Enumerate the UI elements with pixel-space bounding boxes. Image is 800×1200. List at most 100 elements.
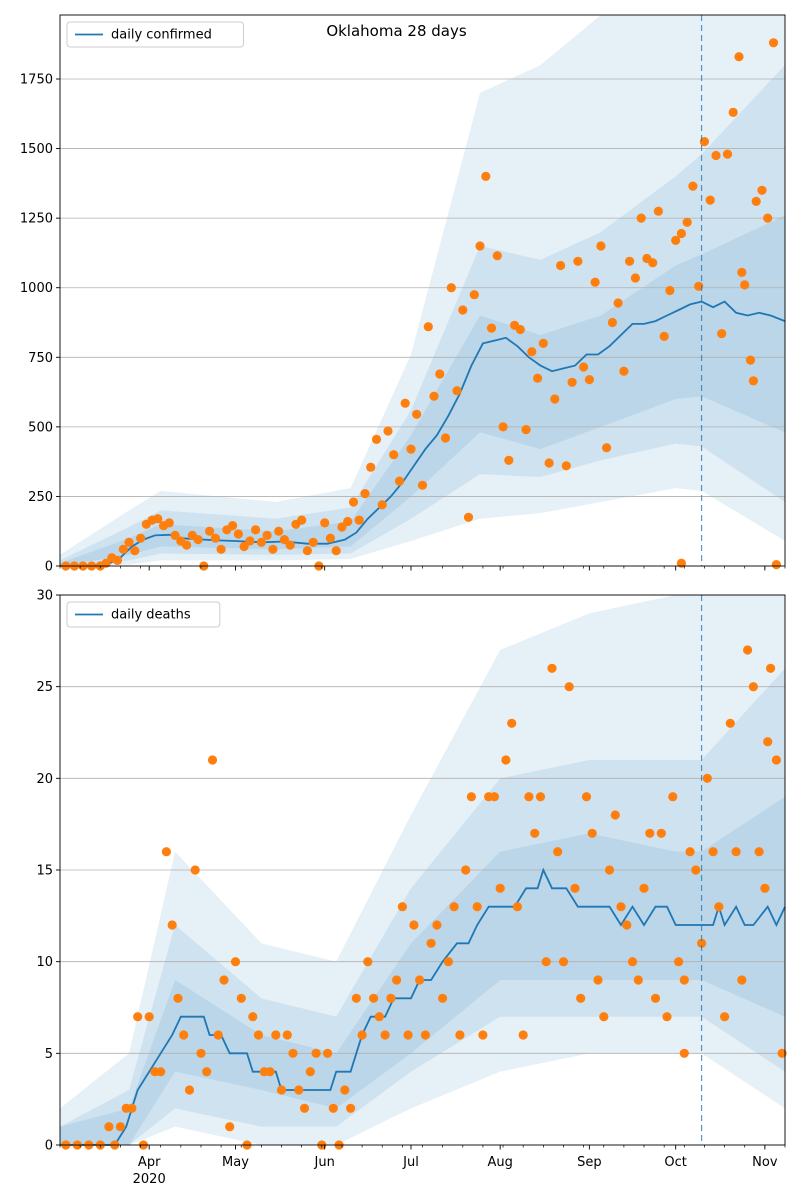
data-point	[392, 975, 402, 985]
data-point	[771, 560, 782, 570]
data-point	[394, 476, 405, 486]
x-tick-label: Nov	[752, 1155, 778, 1170]
data-point	[734, 52, 744, 62]
data-point	[515, 324, 525, 335]
confirmed-legend: daily confirmed	[66, 21, 244, 48]
data-point	[360, 489, 370, 499]
data-point	[369, 993, 379, 1003]
data-point	[512, 902, 523, 912]
data-point	[771, 755, 782, 765]
deaths-observed-points	[61, 645, 787, 1150]
data-point	[489, 792, 499, 802]
data-point	[587, 828, 597, 838]
data-point	[104, 1122, 114, 1132]
data-point	[636, 213, 646, 223]
data-point	[458, 305, 468, 315]
data-point	[705, 195, 715, 205]
uncertainty-band-1	[60, 215, 785, 566]
data-point	[366, 462, 376, 472]
data-point	[550, 394, 560, 404]
uncertainty-band-1	[60, 796, 785, 1145]
y-tick-label: 750	[28, 351, 53, 366]
data-point	[251, 525, 261, 535]
data-point	[659, 331, 669, 341]
data-point	[656, 828, 666, 838]
deaths-legend-box	[66, 601, 221, 628]
data-point	[469, 290, 479, 300]
confirmed-observed-points	[61, 38, 782, 571]
data-point	[323, 1048, 333, 1058]
data-point	[607, 317, 618, 328]
data-point	[492, 251, 502, 261]
data-point	[561, 461, 571, 471]
y-tick-label: 250	[28, 490, 53, 505]
data-point	[481, 171, 491, 181]
y-tick-label: 20	[36, 772, 53, 787]
data-point	[190, 865, 200, 875]
data-point	[205, 526, 215, 536]
data-point	[262, 530, 272, 541]
data-point	[564, 682, 574, 692]
data-point	[124, 537, 134, 547]
y-tick-label: 15	[36, 864, 53, 879]
data-point	[535, 792, 546, 802]
data-point	[530, 828, 540, 838]
data-point	[351, 993, 361, 1003]
data-point	[288, 1048, 298, 1058]
data-point	[357, 1030, 367, 1040]
deaths-line-series	[60, 867, 786, 1146]
chart-title: Oklahoma 28 days	[326, 22, 467, 40]
data-point	[446, 283, 456, 293]
data-point	[285, 540, 295, 550]
data-point	[268, 544, 278, 554]
data-point	[245, 536, 255, 546]
data-point	[547, 663, 557, 673]
data-point	[127, 1103, 137, 1113]
data-point	[248, 1012, 258, 1022]
data-point	[731, 847, 741, 857]
confirmed-gridlines	[60, 78, 785, 497]
data-point	[325, 533, 335, 543]
data-point	[371, 434, 382, 444]
data-point	[662, 1012, 672, 1022]
data-point	[748, 682, 759, 692]
data-point	[328, 1103, 338, 1113]
data-point	[581, 792, 592, 802]
data-point	[466, 792, 476, 802]
data-point	[279, 535, 289, 545]
data-point	[676, 228, 687, 239]
data-point	[720, 1012, 730, 1022]
data-point	[343, 516, 353, 527]
y-tick-label: 30	[36, 589, 53, 604]
x-year-label: 2020	[133, 1172, 166, 1187]
data-point	[193, 535, 203, 545]
data-point	[210, 533, 220, 543]
data-point	[337, 522, 347, 532]
data-point	[435, 369, 445, 379]
data-point	[153, 514, 163, 524]
uncertainty-band-2	[60, 65, 785, 566]
data-point	[633, 975, 643, 985]
data-point	[653, 206, 664, 216]
data-point	[722, 149, 733, 159]
y-tick-label: 1250	[20, 212, 53, 227]
data-point	[668, 792, 678, 802]
data-point	[610, 810, 620, 820]
confirmed-chart-panel: 0 250 500 750 1000 1250 1500 1750 daily confirm…	[20, 14, 786, 575]
data-point	[556, 260, 566, 271]
data-point	[173, 993, 183, 1003]
data-point	[763, 213, 773, 223]
data-point	[570, 883, 580, 893]
deaths-axes: 0 5 10 15 20 25 30 Apr May Jun Jul Aug Sep Oct Nov 2020	[36, 589, 786, 1187]
data-point	[184, 1085, 195, 1095]
data-point	[118, 544, 128, 554]
data-point	[682, 217, 692, 227]
data-point	[688, 181, 698, 191]
data-point	[740, 280, 750, 290]
y-tick-label: 10	[36, 955, 53, 970]
data-point	[544, 458, 554, 468]
data-point	[737, 975, 747, 985]
data-point	[274, 526, 284, 536]
data-point	[553, 847, 563, 857]
